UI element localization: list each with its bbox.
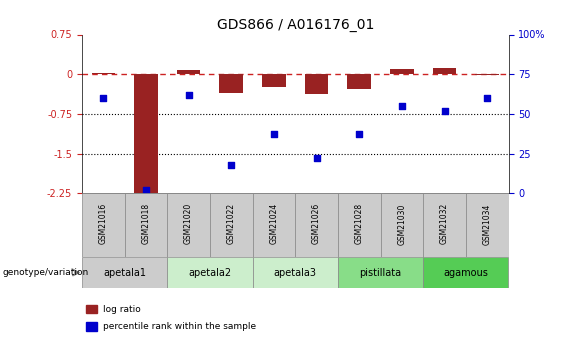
Bar — [167, 257, 253, 288]
Bar — [295, 193, 338, 257]
Point — [440, 108, 449, 114]
Point — [270, 132, 279, 137]
Bar — [423, 257, 508, 288]
Bar — [82, 193, 124, 257]
Point — [227, 162, 236, 167]
Bar — [167, 193, 210, 257]
Text: percentile rank within the sample: percentile rank within the sample — [103, 322, 257, 331]
Text: GSM21032: GSM21032 — [440, 203, 449, 245]
Text: apetala3: apetala3 — [273, 268, 317, 277]
Point — [184, 92, 193, 98]
Text: GSM21020: GSM21020 — [184, 203, 193, 245]
Bar — [475, 74, 499, 75]
Bar — [423, 193, 466, 257]
Text: GSM21022: GSM21022 — [227, 203, 236, 244]
Text: agamous: agamous — [444, 268, 488, 277]
Text: GSM21016: GSM21016 — [99, 203, 108, 245]
Bar — [82, 257, 167, 288]
Bar — [338, 193, 381, 257]
Bar — [347, 74, 371, 89]
Text: GSM21026: GSM21026 — [312, 203, 321, 245]
Bar — [86, 322, 97, 331]
Bar — [305, 74, 328, 94]
Bar — [124, 193, 167, 257]
Point — [483, 95, 492, 101]
Text: apetala1: apetala1 — [103, 268, 146, 277]
Point — [355, 132, 364, 137]
Bar — [253, 257, 338, 288]
Text: genotype/variation: genotype/variation — [3, 268, 89, 277]
Text: GSM21028: GSM21028 — [355, 203, 364, 244]
Point — [397, 103, 406, 109]
Bar — [253, 193, 295, 257]
Point — [141, 187, 150, 193]
Text: apetala2: apetala2 — [188, 268, 232, 277]
Bar — [177, 70, 201, 74]
Text: GSM21030: GSM21030 — [397, 203, 406, 245]
Bar — [390, 69, 414, 74]
Bar — [210, 193, 253, 257]
Point — [99, 95, 108, 101]
Bar — [219, 74, 243, 93]
Bar — [466, 193, 509, 257]
Point — [312, 156, 321, 161]
Text: GSM21034: GSM21034 — [483, 203, 492, 245]
Text: pistillata: pistillata — [359, 268, 402, 277]
Bar — [86, 305, 97, 313]
Bar — [433, 68, 457, 74]
Bar — [262, 74, 286, 87]
Text: GSM21024: GSM21024 — [270, 203, 279, 245]
Text: GSM21018: GSM21018 — [141, 203, 150, 244]
Bar — [381, 193, 423, 257]
Bar — [92, 73, 115, 74]
Title: GDS866 / A016176_01: GDS866 / A016176_01 — [216, 18, 374, 32]
Text: log ratio: log ratio — [103, 305, 141, 314]
Bar — [134, 74, 158, 193]
Bar — [338, 257, 423, 288]
